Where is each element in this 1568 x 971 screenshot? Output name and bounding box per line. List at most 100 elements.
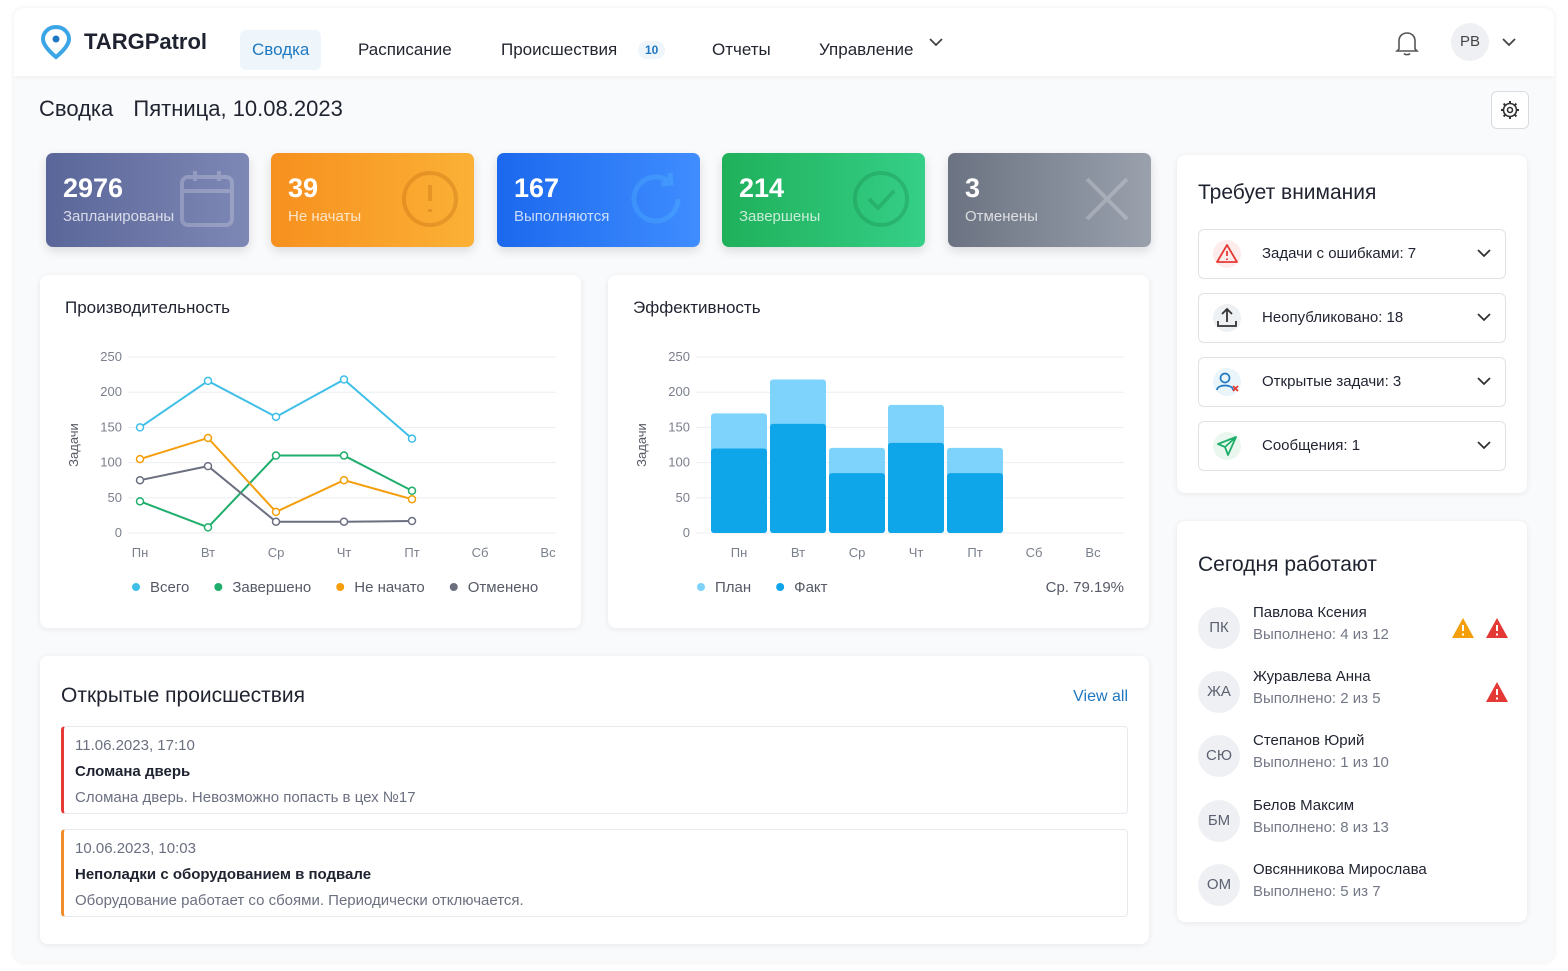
stat-value: 3 xyxy=(965,173,981,203)
incident-text: Сломана дверь. Невозможно попасть в цех … xyxy=(75,789,416,806)
warning-icon xyxy=(1216,244,1238,263)
page-title: Сводка xyxy=(39,96,114,121)
data-point xyxy=(203,433,213,443)
data-point xyxy=(271,412,281,422)
stat-card[interactable]: 2976 Запланированы xyxy=(46,153,249,247)
legend-swatch xyxy=(449,583,458,591)
navbar: TARGPatrol Сводка Расписание Происшестви… xyxy=(14,8,1554,76)
x-tick-label: Пн xyxy=(731,545,748,560)
stat-card[interactable]: 167 Выполняются xyxy=(497,153,700,247)
x-tick-label: Пт xyxy=(967,545,982,560)
y-tick-label: 200 xyxy=(668,384,690,399)
legend-label: Завершено xyxy=(232,579,311,596)
nav-item[interactable]: Происшествия xyxy=(501,40,618,59)
incident-item[interactable]: 10.06.2023, 10:03 Неполадки с оборудован… xyxy=(61,829,1128,917)
person-progress: Выполнено: 5 из 7 xyxy=(1253,883,1381,900)
attention-item[interactable]: Задачи с ошибками: 7 xyxy=(1198,229,1506,279)
data-point xyxy=(407,486,417,496)
stat-card[interactable]: 214 Завершены xyxy=(722,153,925,247)
user-x-icon xyxy=(1216,372,1239,392)
today-card: Сегодня работают ПК Павлова Ксения Выпол… xyxy=(1177,521,1527,922)
person-avatar: БМ xyxy=(1198,800,1240,842)
y-tick-label: 250 xyxy=(668,349,690,364)
chevron-down xyxy=(1477,249,1491,258)
check-icon xyxy=(853,171,909,227)
nav-item[interactable]: Сводка xyxy=(240,30,322,70)
incident-datetime: 10.06.2023, 10:03 xyxy=(75,840,196,857)
stat-label: Отменены xyxy=(965,208,1038,225)
incident-item[interactable]: 11.06.2023, 17:10 Сломана дверь Сломана … xyxy=(61,726,1128,814)
stat-value: 214 xyxy=(739,173,785,203)
data-point xyxy=(407,494,417,504)
chart-title: Эффективность xyxy=(633,298,761,317)
view-all-link[interactable]: View all xyxy=(1073,688,1128,705)
page-header: Сводка Пятница, 10.08.2023 xyxy=(39,96,343,122)
person-row[interactable]: СЮ Степанов Юрий Выполнено: 1 из 10 xyxy=(1177,729,1527,789)
y-tick-label: 0 xyxy=(115,525,122,540)
stat-card[interactable]: 3 Отменены xyxy=(948,153,1151,247)
gear-icon xyxy=(1501,101,1519,119)
card-title: Открытые происшествия xyxy=(61,684,306,707)
x-tick-label: Вт xyxy=(791,545,805,560)
y-tick-label: 50 xyxy=(108,490,122,505)
chevron-down xyxy=(1477,313,1491,322)
attention-item[interactable]: Неопубликовано: 18 xyxy=(1198,293,1506,343)
x-tick-label: Пн xyxy=(132,545,149,560)
stat-value: 39 xyxy=(288,173,319,203)
cancel-icon xyxy=(1085,177,1129,221)
nav-item[interactable]: Управление xyxy=(819,40,914,59)
x-tick-label: Ср xyxy=(849,545,866,560)
app-frame: TARGPatrol Сводка Расписание Происшестви… xyxy=(14,8,1554,962)
data-point xyxy=(203,461,213,471)
data-point xyxy=(271,451,281,460)
x-tick-label: Сб xyxy=(472,545,489,560)
incident-title: Сломана дверь xyxy=(75,763,191,780)
avatar[interactable]: РВ xyxy=(1451,23,1489,61)
person-row[interactable]: ЖА Журавлева Анна Выполнено: 2 из 5 xyxy=(1177,665,1527,725)
settings-button[interactable] xyxy=(1491,91,1529,129)
person-name: Павлова Ксения xyxy=(1253,604,1367,621)
data-point xyxy=(339,375,349,384)
y-tick-label: 100 xyxy=(668,455,690,470)
average-label: Ср. 79.19% xyxy=(1046,579,1124,596)
y-tick-label: 100 xyxy=(100,455,122,470)
legend-label: План xyxy=(715,579,751,596)
person-avatar: ПК xyxy=(1198,607,1240,649)
warning-icon xyxy=(1452,618,1474,638)
legend-label: Отменено xyxy=(468,579,538,596)
person-name: Овсянникова Мирослава xyxy=(1253,861,1427,878)
card-title: Сегодня работают xyxy=(1198,553,1377,576)
data-point xyxy=(407,516,417,526)
person-avatar: ЖА xyxy=(1198,671,1240,713)
nav-item[interactable]: Отчеты xyxy=(712,40,771,59)
brand[interactable]: TARGPatrol xyxy=(84,29,208,54)
attention-item[interactable]: Открытые задачи: 3 xyxy=(1198,357,1506,407)
bar xyxy=(711,448,767,533)
y-tick-label: 0 xyxy=(683,525,690,540)
x-tick-label: Чт xyxy=(337,545,352,560)
chevron-down xyxy=(929,38,943,47)
person-row[interactable]: ПК Павлова Ксения Выполнено: 4 из 12 xyxy=(1177,601,1527,661)
stat-card[interactable]: 39 Не начаты xyxy=(271,153,474,247)
data-point xyxy=(407,434,417,443)
person-row[interactable]: ОМ Овсянникова Мирослава Выполнено: 5 из… xyxy=(1177,858,1527,918)
bell-icon[interactable] xyxy=(1394,29,1420,57)
stat-value: 167 xyxy=(514,173,560,203)
person-row[interactable]: БМ Белов Максим Выполнено: 8 из 13 xyxy=(1177,794,1527,854)
data-point xyxy=(339,517,349,526)
page-date: Пятница, 10.08.2023 xyxy=(133,96,343,121)
chevron-down[interactable] xyxy=(1501,36,1517,48)
data-point xyxy=(339,475,349,485)
data-point xyxy=(339,451,349,460)
chart-title: Производительность xyxy=(65,298,230,317)
icon-bg xyxy=(1213,368,1241,396)
icon-bg xyxy=(1213,304,1241,332)
x-tick-label: Вс xyxy=(540,545,556,560)
incidents-card: Открытые происшествия View all 11.06.202… xyxy=(40,656,1149,944)
bar xyxy=(770,423,826,533)
nav-item[interactable]: Расписание xyxy=(358,40,452,59)
legend-swatch xyxy=(132,583,140,591)
chevron-down xyxy=(1477,441,1491,450)
attention-item[interactable]: Сообщения: 1 xyxy=(1198,421,1506,471)
